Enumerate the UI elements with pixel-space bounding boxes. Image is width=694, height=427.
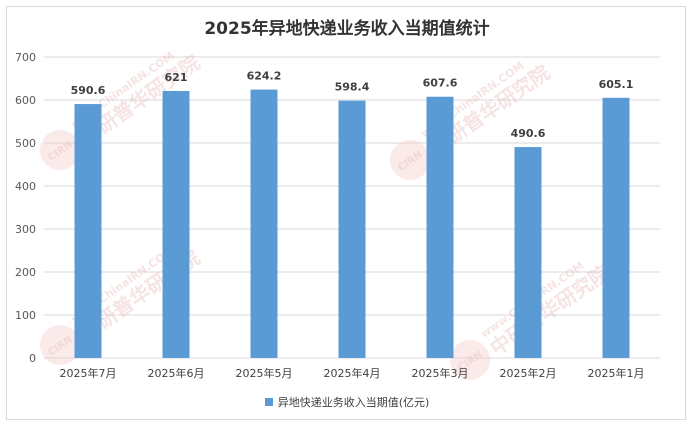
y-tick-label: 0 [29, 352, 36, 365]
bar [338, 100, 366, 359]
data-label: 605.1 [599, 78, 634, 91]
bar [162, 90, 190, 358]
y-tick-label: 600 [15, 94, 36, 107]
bar [250, 89, 278, 359]
data-label: 598.4 [335, 81, 370, 94]
y-tick-label: 700 [15, 51, 36, 64]
watermark-logo [450, 340, 490, 380]
legend: 异地快递业务收入当期值(亿元) [0, 394, 694, 410]
data-label: 624.2 [247, 70, 282, 83]
y-tick-label: 400 [15, 180, 36, 193]
x-tick-label: 2025年2月 [500, 366, 557, 380]
bar [514, 147, 542, 358]
y-tick-label: 100 [15, 309, 36, 322]
watermark-logo [40, 325, 80, 365]
watermark-logo [40, 130, 80, 170]
watermark-logo [390, 140, 430, 180]
bar [602, 97, 630, 358]
x-tick-label: 2025年1月 [588, 366, 645, 380]
x-tick-label: 2025年4月 [324, 366, 381, 380]
data-label: 621 [165, 71, 188, 84]
y-tick-label: 500 [15, 137, 36, 150]
legend-swatch [264, 398, 273, 406]
data-label: 490.6 [511, 127, 546, 140]
x-tick-label: 2025年6月 [148, 366, 205, 380]
chart-title: 2025年异地快递业务收入当期值统计 [204, 19, 490, 39]
y-tick-label: 300 [15, 223, 36, 236]
x-tick-label: 2025年5月 [236, 366, 293, 380]
y-tick-label: 200 [15, 266, 36, 279]
x-tick-label: 2025年7月 [60, 366, 117, 380]
bar [426, 96, 454, 359]
bar [74, 104, 102, 359]
legend-label: 异地快递业务收入当期值(亿元) [277, 396, 430, 409]
x-tick-label: 2025年3月 [412, 366, 469, 380]
data-label: 607.6 [423, 77, 458, 90]
data-label: 590.6 [71, 84, 106, 97]
